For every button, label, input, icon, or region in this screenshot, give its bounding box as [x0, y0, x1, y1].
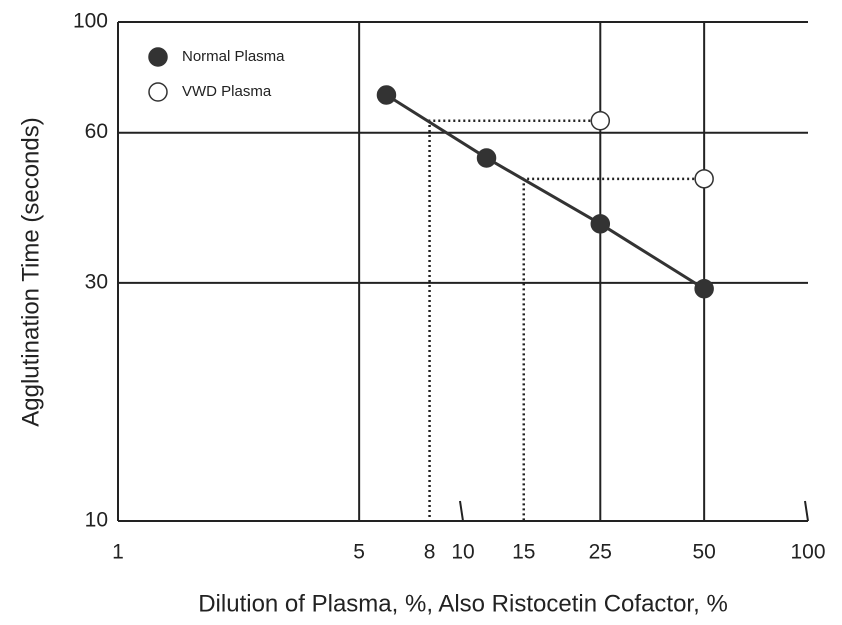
x-tick-label: 15 — [512, 541, 535, 564]
legend-label: Normal Plasma — [182, 48, 285, 65]
y-tick-label: 10 — [85, 509, 108, 532]
x-axis-label: Dilution of Plasma, %, Also Ristocetin C… — [198, 590, 728, 617]
y-tick-label: 60 — [85, 120, 108, 143]
x-tick — [804, 500, 809, 522]
point — [590, 214, 611, 234]
x-tick — [459, 500, 464, 522]
point — [476, 148, 497, 168]
point — [694, 169, 714, 189]
x-tick-label: 5 — [353, 541, 365, 564]
x-tick-label: 100 — [790, 541, 825, 564]
x-tick-label: 25 — [589, 541, 612, 564]
reading-line — [522, 177, 705, 521]
legend-marker — [148, 47, 168, 67]
point — [590, 111, 611, 131]
y-tick-label: 100 — [73, 10, 108, 33]
series-line — [385, 93, 705, 291]
y-tick-label: 30 — [85, 270, 108, 293]
point — [694, 279, 714, 299]
y-axis-label: Agglutination Time (seconds) — [17, 117, 44, 427]
reading-line — [428, 119, 601, 521]
x-tick-label: 10 — [451, 541, 474, 564]
legend-marker — [148, 82, 168, 102]
x-tick-label: 8 — [424, 541, 436, 564]
x-tick-label: 50 — [692, 541, 715, 564]
legend-label: VWD Plasma — [182, 83, 272, 100]
point — [376, 85, 397, 105]
x-tick-label: 1 — [112, 541, 124, 564]
